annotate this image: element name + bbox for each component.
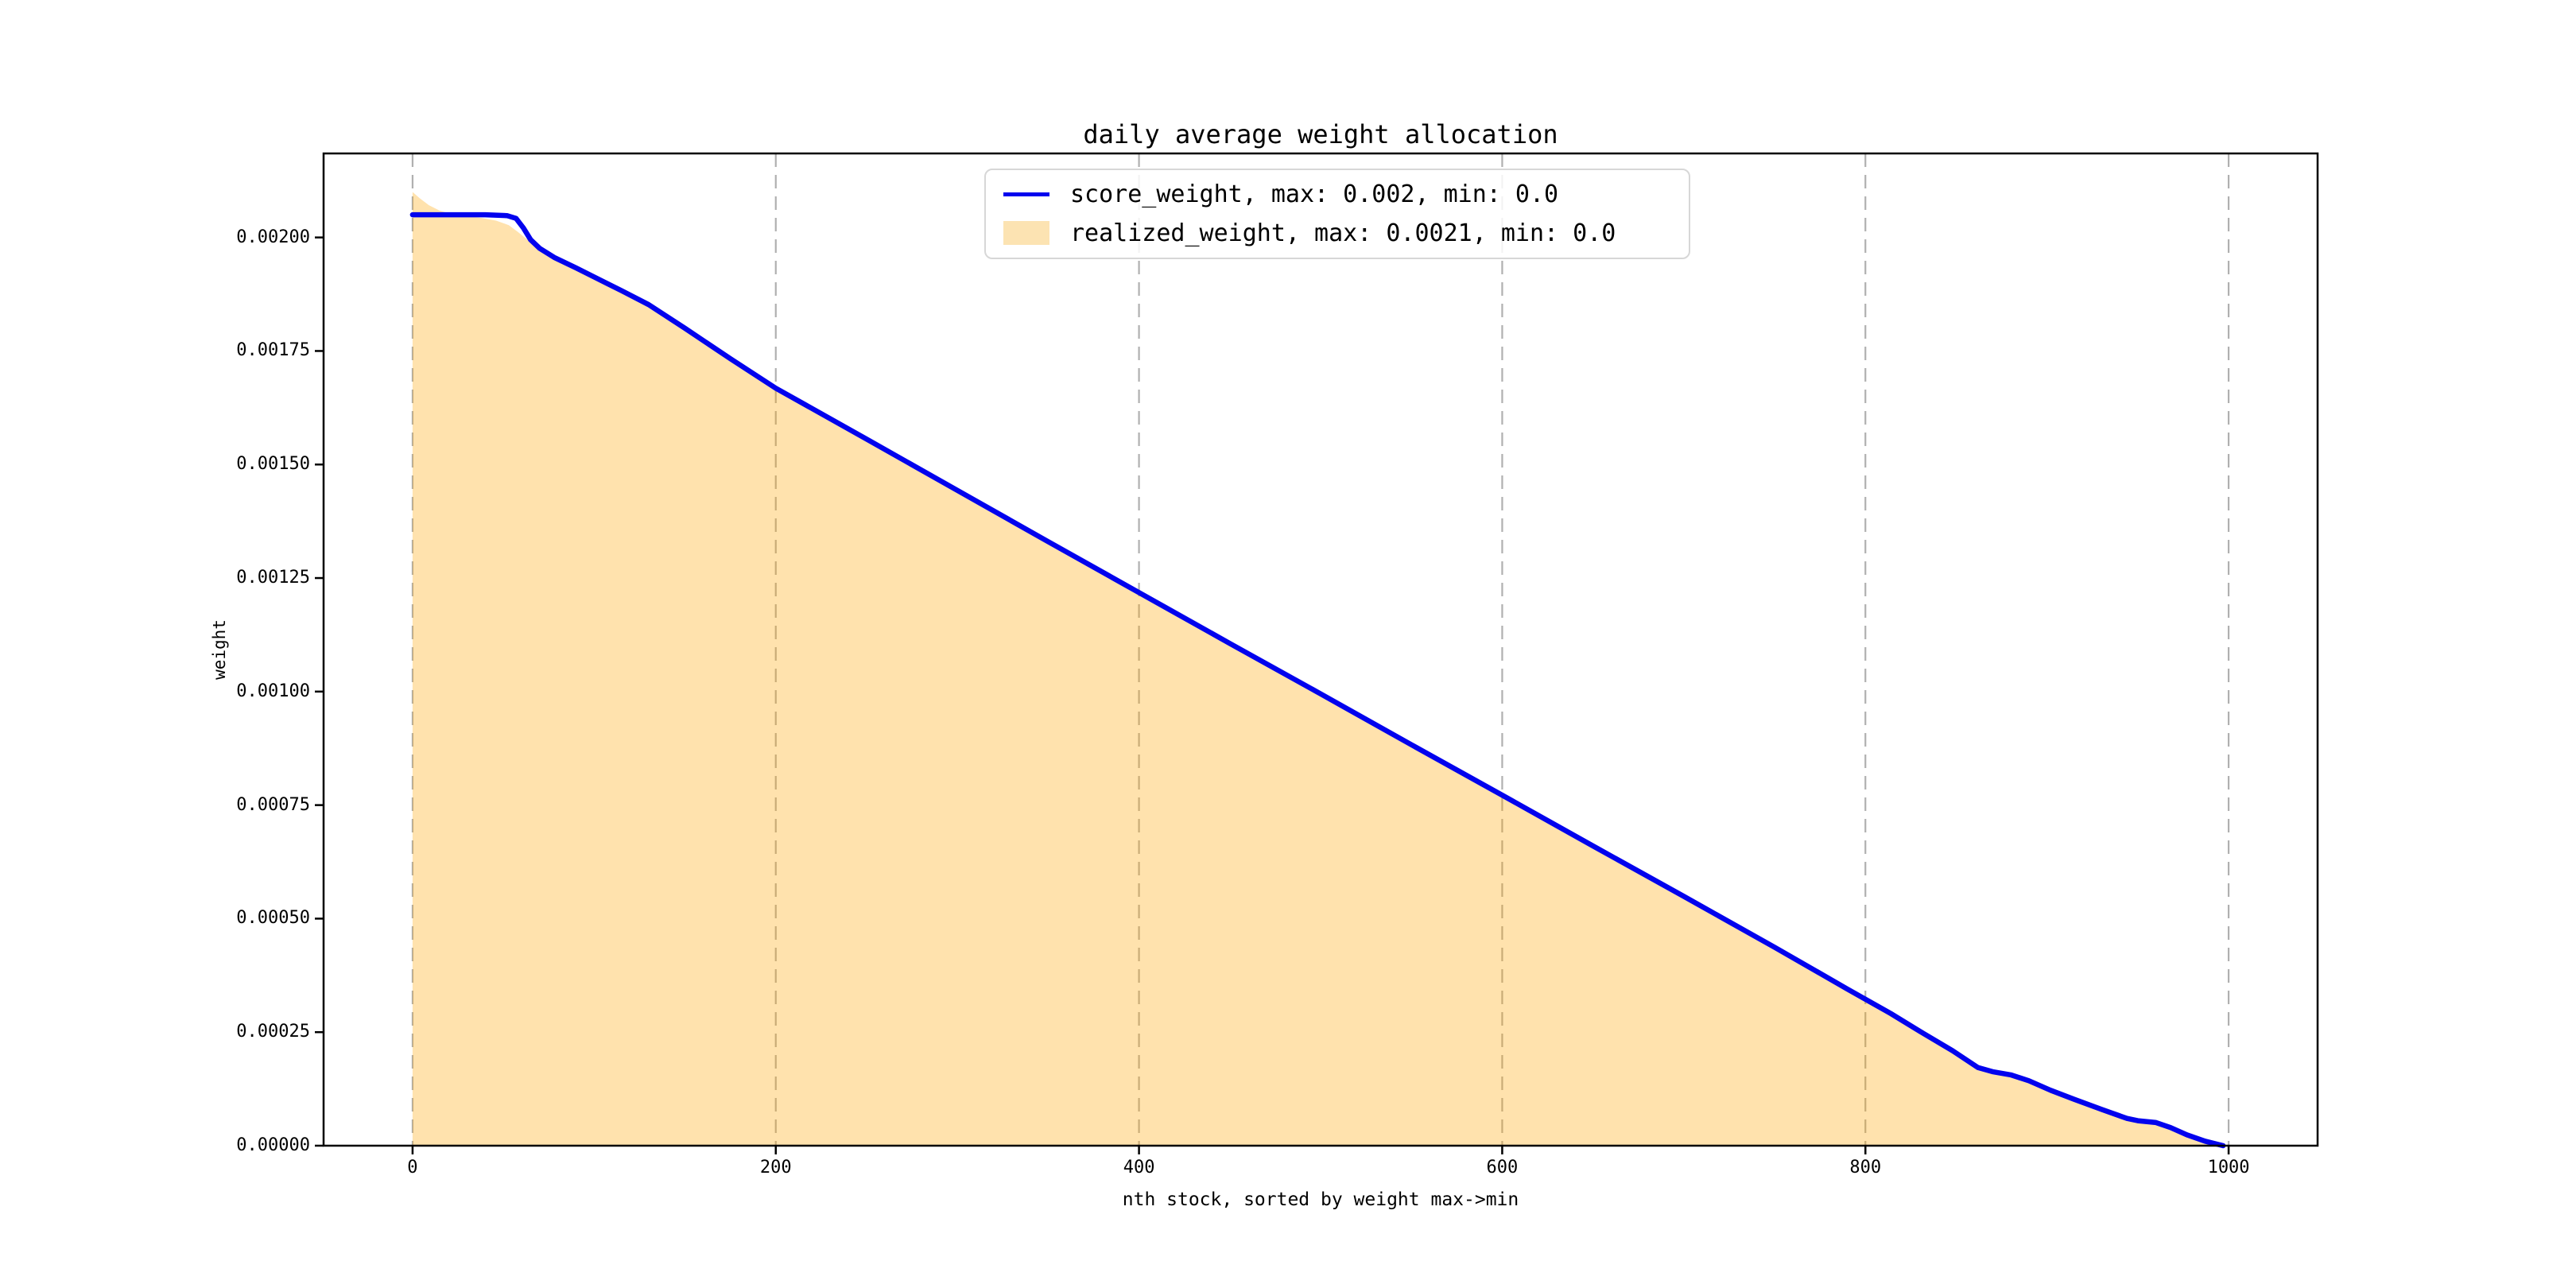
y-tick-label: 0.00175 (236, 340, 310, 361)
plot-border (322, 152, 2319, 1147)
x-tick-label: 800 (1849, 1158, 1882, 1177)
x-tick-label: 400 (1123, 1158, 1155, 1177)
legend-fill-swatch-icon (1003, 221, 1049, 246)
y-tick-label: 0.00000 (236, 1135, 310, 1155)
legend-label-realized-weight: realized_weight, max: 0.0021, min: 0.0 (1070, 219, 1616, 247)
chart-title: daily average weight allocation (1083, 119, 1558, 149)
y-axis-label: weight (210, 619, 229, 680)
x-tick-label: 600 (1486, 1158, 1519, 1177)
y-tick-label: 0.00200 (236, 227, 310, 247)
legend: score_weight, max: 0.002, min: 0.0 reali… (984, 169, 1690, 259)
x-tick-label: 200 (759, 1158, 792, 1177)
legend-item-score-weight: score_weight, max: 0.002, min: 0.0 (986, 180, 1689, 208)
legend-item-realized-weight: realized_weight, max: 0.0021, min: 0.0 (986, 219, 1689, 247)
y-tick-label: 0.00125 (236, 568, 310, 588)
x-axis-label: nth stock, sorted by weight max->min (1122, 1189, 1519, 1210)
y-tick-label: 0.00075 (236, 794, 310, 815)
score-weight-line (409, 211, 2226, 1149)
legend-label-score-weight: score_weight, max: 0.002, min: 0.0 (1070, 180, 1559, 209)
x-tick-label: 0 (407, 1158, 418, 1177)
y-tick-label: 0.00150 (236, 454, 310, 475)
legend-line-swatch-icon (1003, 192, 1049, 197)
realized-weight-area (412, 192, 2224, 1146)
y-tick-label: 0.00100 (236, 681, 310, 701)
y-tick-label: 0.00050 (236, 908, 310, 929)
y-tick-label: 0.00025 (236, 1022, 310, 1042)
x-tick-label: 1000 (2207, 1158, 2250, 1177)
